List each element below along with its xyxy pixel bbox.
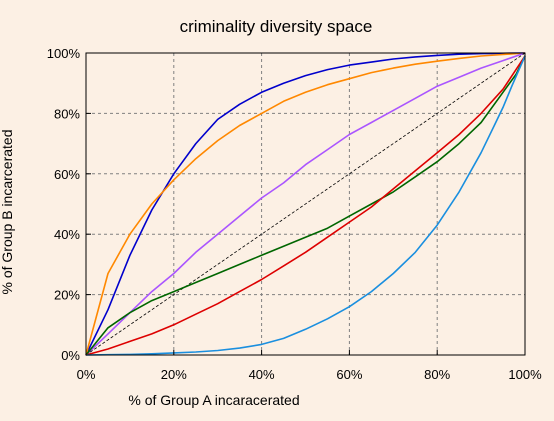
y-axis-label: % of Group B incarcerated <box>0 130 15 295</box>
series-line-7 <box>85 55 526 356</box>
x-tick-label: 20% <box>161 367 187 382</box>
series-line-3 <box>85 52 526 356</box>
series-line-6 <box>85 55 526 356</box>
x-tick-label: 40% <box>249 367 275 382</box>
y-tick-label: 20% <box>54 288 80 303</box>
reference-diagonal-line <box>85 52 526 356</box>
series-line-5 <box>85 55 526 356</box>
x-tick-label: 0% <box>77 367 96 382</box>
ticks-layer: 0% 20% 40% 60% 80% 100% 0% 20% 40% 60% 80% 100% <box>47 46 542 382</box>
x-tick-label: 60% <box>336 367 362 382</box>
y-tick-label: 40% <box>54 227 80 242</box>
grid-layer <box>86 53 525 355</box>
x-tick-label: 100% <box>508 367 542 382</box>
y-tick-label: 80% <box>54 106 80 121</box>
chart-title: criminality diversity space <box>180 17 373 36</box>
x-tick-label: 80% <box>424 367 450 382</box>
y-tick-label: 60% <box>54 167 80 182</box>
series-line-2 <box>85 52 526 356</box>
series-line-1 <box>85 52 526 356</box>
x-axis-label: % of Group A incaracerated <box>128 392 299 408</box>
plot-frame <box>85 52 526 356</box>
y-tick-label: 0% <box>61 348 80 363</box>
y-tick-label: 100% <box>47 46 81 61</box>
series-layer <box>85 52 526 356</box>
